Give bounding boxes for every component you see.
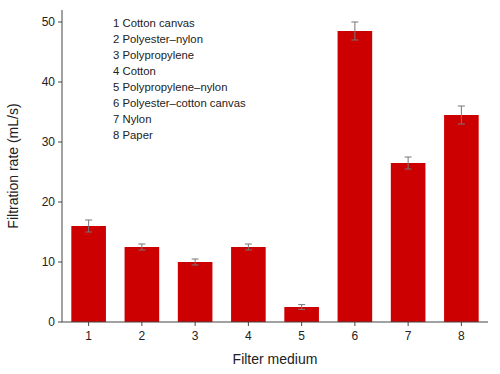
y-tick [58, 322, 62, 323]
x-tick-label: 6 [352, 329, 359, 343]
x-tick [301, 322, 302, 326]
x-tick [354, 322, 355, 326]
error-cap [138, 250, 145, 251]
error-cap [85, 220, 92, 221]
x-tick [461, 322, 462, 326]
error-cap [458, 106, 465, 107]
key-line: 1 Cotton canvas [113, 17, 195, 29]
x-tick-label: 4 [245, 329, 252, 343]
y-tick [58, 142, 62, 143]
error-cap [405, 157, 412, 158]
error-cap [351, 22, 358, 23]
error-bar [458, 106, 465, 124]
error-line [301, 305, 302, 310]
y-tick [58, 262, 62, 263]
x-tick-label: 1 [85, 329, 92, 343]
error-cap [245, 244, 252, 245]
error-cap [85, 232, 92, 233]
key-line: 4 Cotton [113, 65, 156, 77]
error-bar [138, 244, 145, 250]
x-tick-label: 2 [139, 329, 146, 343]
key-line: 8 Paper [113, 129, 153, 141]
y-tick-label: 30 [42, 135, 56, 149]
error-line [408, 157, 409, 169]
error-bar [245, 244, 252, 250]
error-cap [192, 259, 199, 260]
y-tick-label: 40 [42, 75, 56, 89]
key-text: 1 Cotton canvas 2 Polyester–nylon 3 Polypr… [113, 17, 246, 141]
y-tick [58, 202, 62, 203]
error-cap [298, 304, 305, 305]
x-tick [195, 322, 196, 326]
error-line [354, 22, 355, 40]
key-line: 2 Polyester–nylon [113, 33, 203, 45]
bar [71, 226, 106, 322]
x-tick [88, 322, 89, 326]
error-cap [298, 309, 305, 310]
y-axis-line [62, 10, 63, 322]
key-line: 6 Polyester–cotton canvas [113, 97, 246, 109]
y-tick [58, 22, 62, 23]
x-tick [248, 322, 249, 326]
error-cap [245, 250, 252, 251]
y-tick-label: 20 [42, 195, 56, 209]
error-bar [405, 157, 412, 169]
error-line [195, 259, 196, 265]
error-cap [351, 40, 358, 41]
x-tick-label: 3 [192, 329, 199, 343]
error-cap [458, 124, 465, 125]
bar [444, 115, 479, 322]
x-axis-line [62, 322, 488, 323]
error-line [88, 220, 89, 232]
x-tick-label: 5 [298, 329, 305, 343]
bar [338, 31, 373, 322]
key-line: 3 Polypropylene [113, 49, 194, 61]
y-tick [58, 82, 62, 83]
bar [284, 307, 319, 322]
x-tick-label: 7 [405, 329, 412, 343]
error-bar [351, 22, 358, 40]
bar [391, 163, 426, 322]
bar [231, 247, 266, 322]
y-tick-label: 0 [48, 315, 55, 329]
error-line [248, 244, 249, 250]
key-line: 7 Nylon [113, 113, 151, 125]
plot-area [71, 22, 478, 322]
error-bar [85, 220, 92, 232]
x-tick [408, 322, 409, 326]
chart: 0 10 20 30 40 50 1 2 3 4 5 6 7 8 Filter medium Filtrati… [0, 0, 500, 374]
error-line [141, 244, 142, 250]
error-bar [192, 259, 199, 265]
error-line [461, 106, 462, 124]
error-cap [192, 265, 199, 266]
x-tick [141, 322, 142, 326]
error-cap [138, 244, 145, 245]
bar [125, 247, 160, 322]
chart-container: 0 10 20 30 40 50 1 2 3 4 5 6 7 8 Filter medium Filtrati… [0, 0, 500, 374]
x-tick-label: 8 [458, 329, 465, 343]
y-tick-label: 50 [42, 15, 56, 29]
y-tick-label: 10 [42, 255, 56, 269]
error-cap [405, 169, 412, 170]
key-line: 5 Polypropylene–nylon [113, 81, 227, 93]
error-bar [298, 305, 305, 310]
y-axis-label: Filtration rate (mL/s) [5, 103, 21, 228]
bar [178, 262, 213, 322]
x-axis-label: Filter medium [233, 351, 318, 367]
